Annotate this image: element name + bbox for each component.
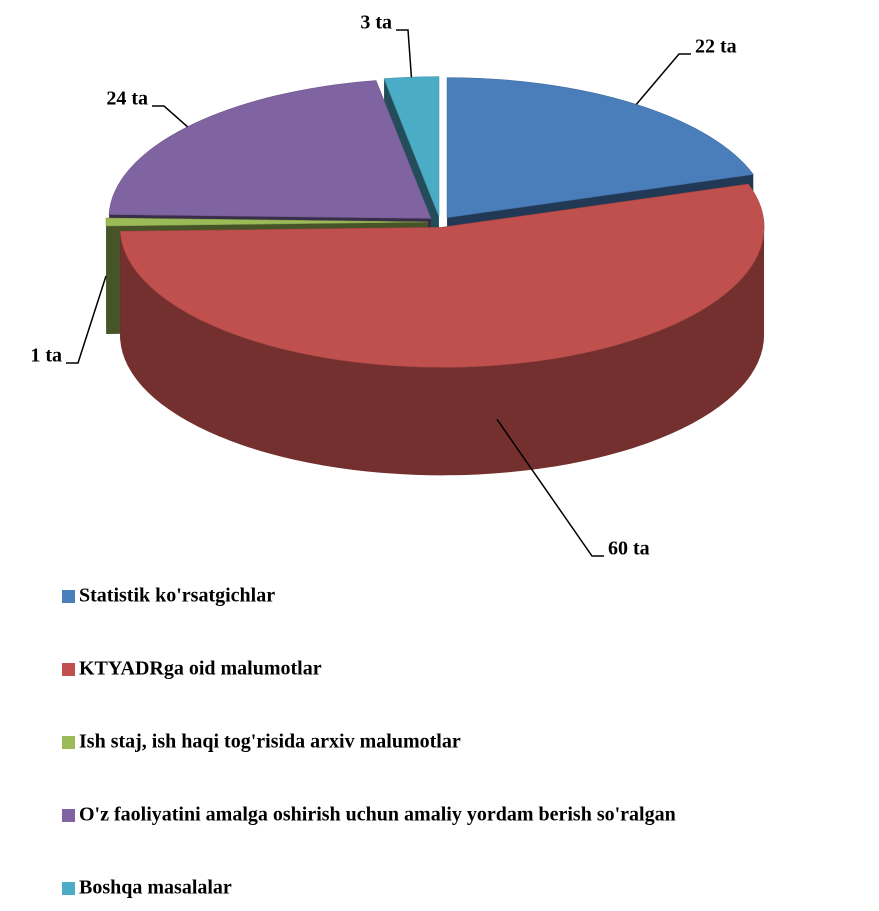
- legend-label: O'z faoliyatini amalga oshirish uchun am…: [79, 804, 676, 826]
- data-label: 1 ta: [30, 345, 62, 367]
- data-label: 24 ta: [106, 88, 148, 110]
- slice: [108, 80, 432, 219]
- slice: [105, 217, 429, 227]
- legend-swatch: [62, 590, 75, 603]
- slice: [119, 183, 765, 368]
- legend-swatch: [62, 663, 75, 676]
- slice-wall: [120, 227, 765, 476]
- legend-label: Boshqa masalalar: [79, 877, 232, 899]
- legend-label: Statistik ko'rsatgichlar: [79, 585, 275, 607]
- leader-line: [496, 418, 604, 557]
- leader-line: [396, 29, 413, 78]
- data-label: 22 ta: [695, 36, 737, 58]
- leader-line: [635, 53, 691, 105]
- legend-swatch: [62, 736, 75, 749]
- legend-label: KTYADRga oid malumotlar: [79, 658, 322, 680]
- legend-swatch: [62, 882, 75, 895]
- leader-line: [152, 105, 189, 128]
- slice: [383, 76, 440, 217]
- data-label: 3 ta: [360, 12, 392, 34]
- leader-line: [66, 275, 107, 364]
- legend-label: Ish staj, ish haqi tog'risida arxiv malu…: [79, 731, 461, 753]
- data-label: 60 ta: [608, 538, 650, 560]
- legend-swatch: [62, 809, 75, 822]
